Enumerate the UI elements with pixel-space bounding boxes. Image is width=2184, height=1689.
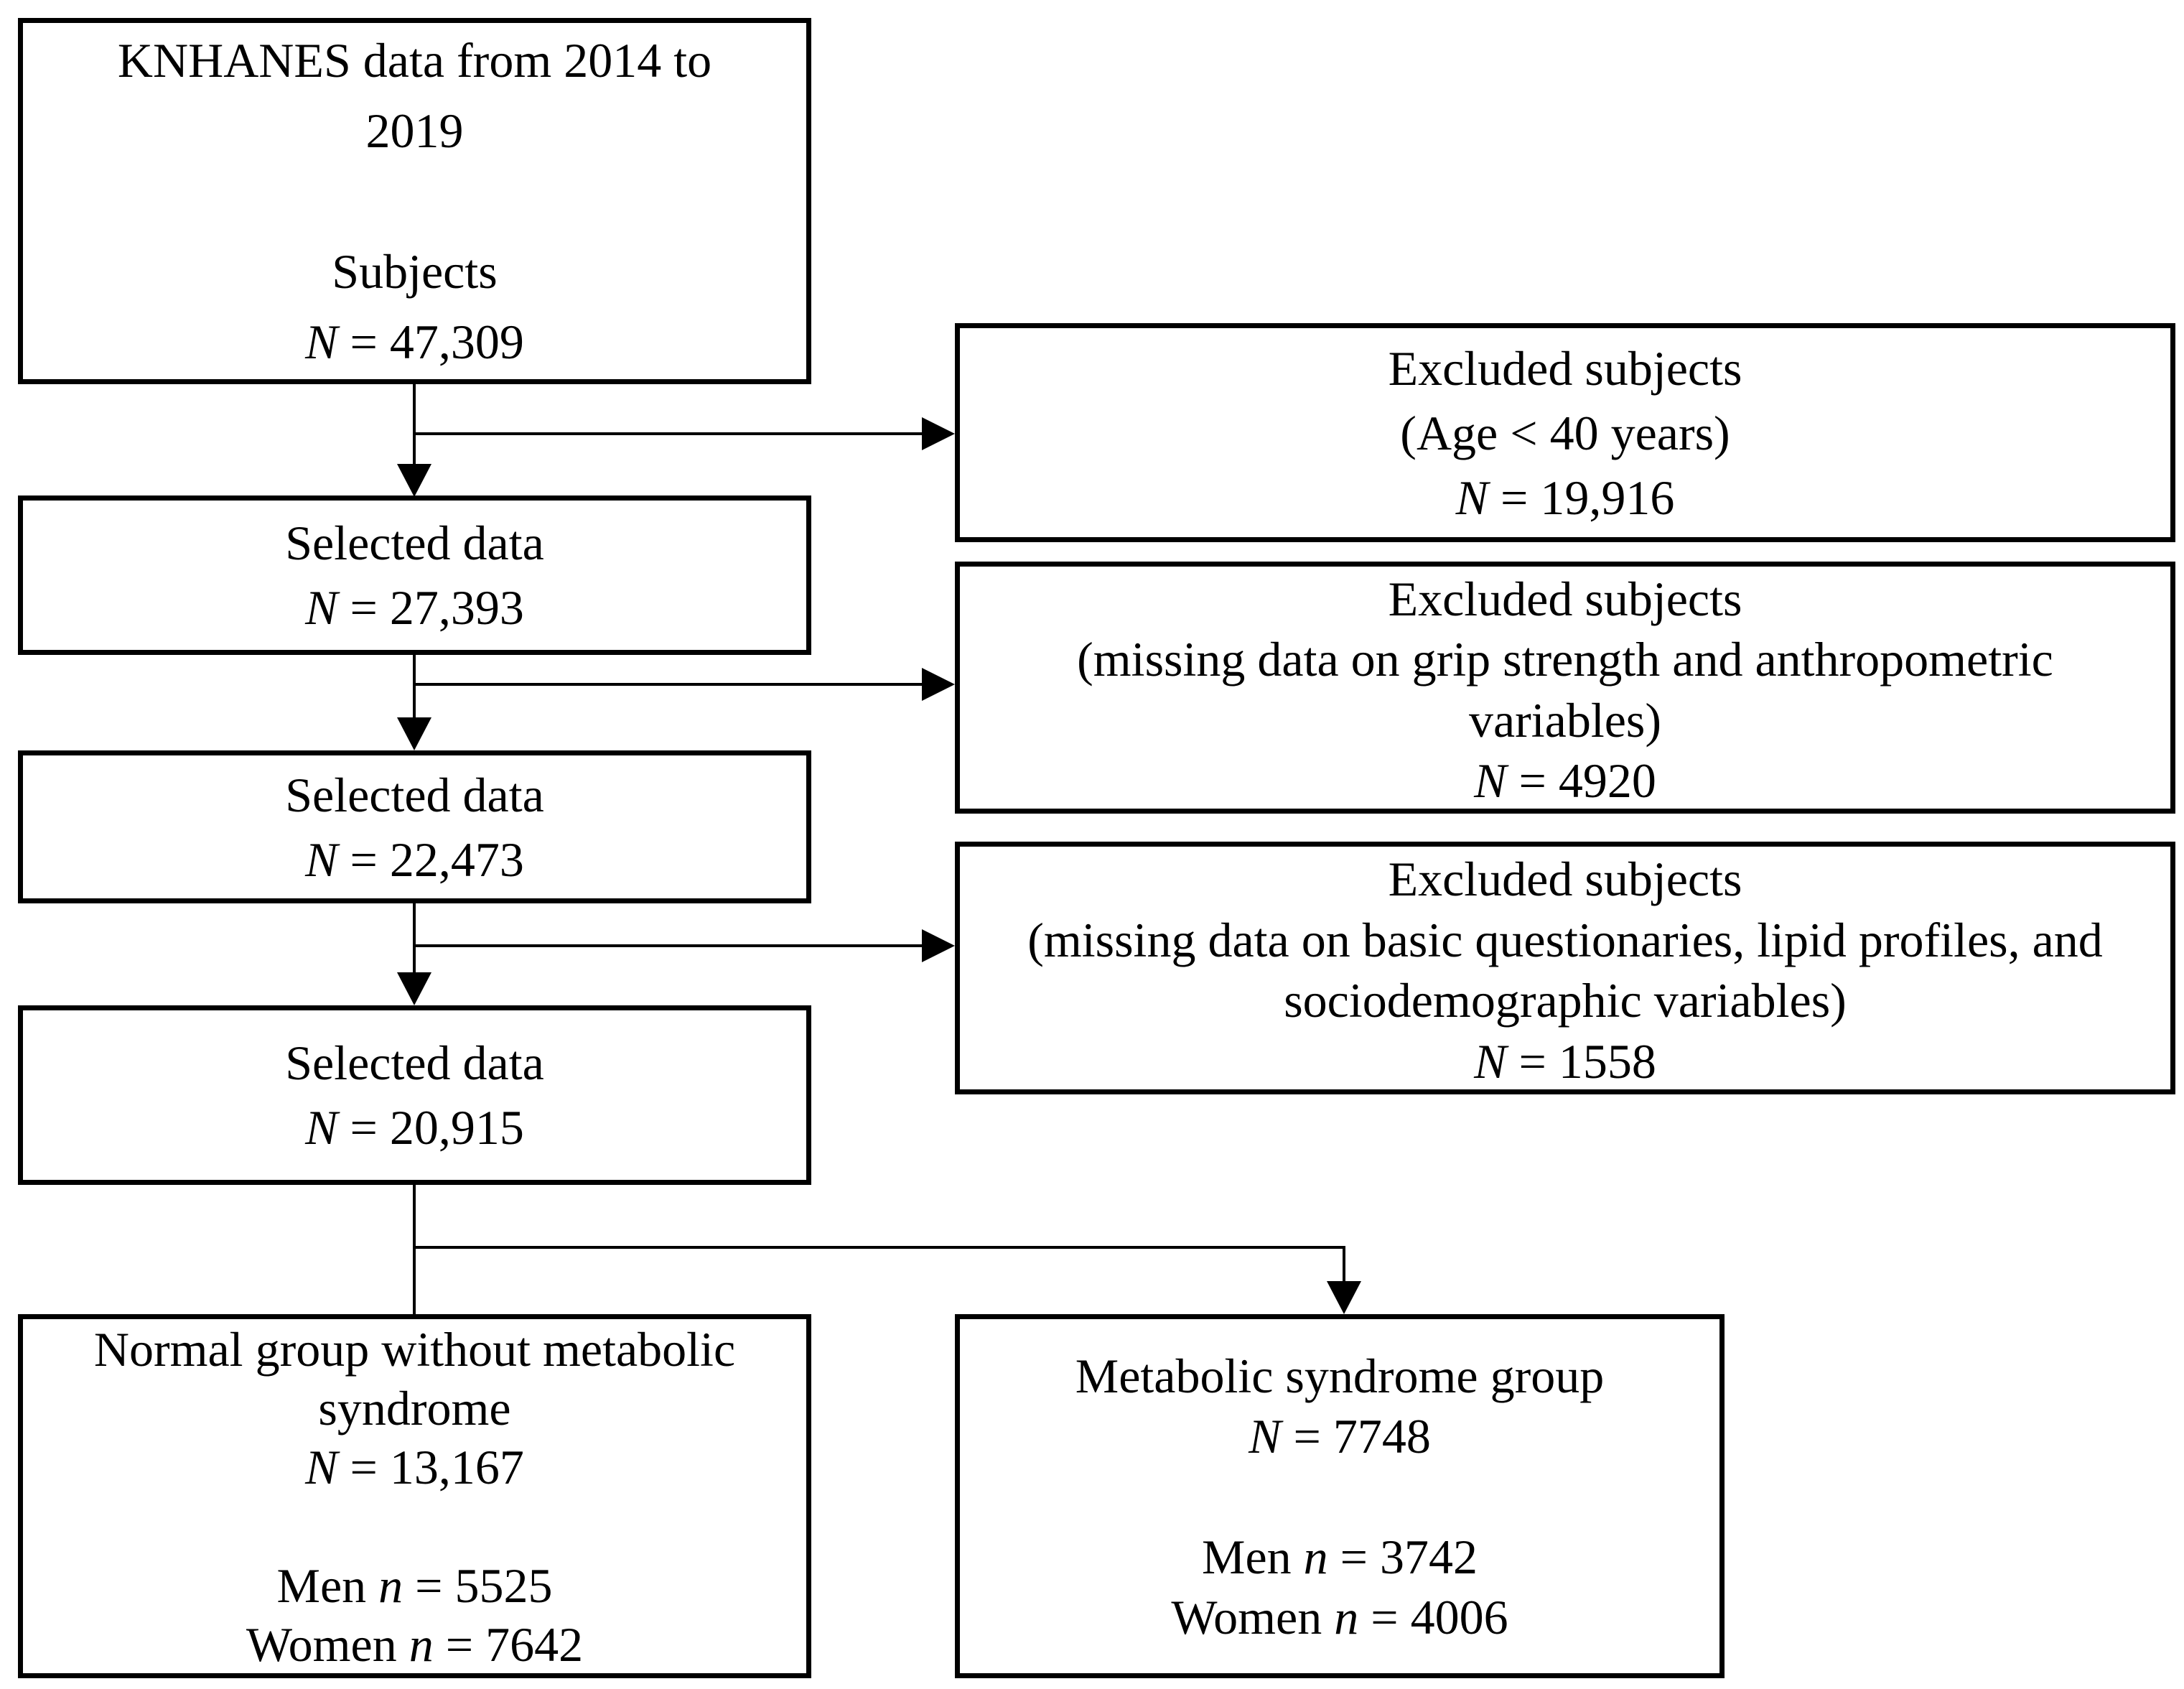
normal-group-men-line: Men n = 5525	[276, 1555, 552, 1614]
arrowhead-down-icon	[397, 464, 431, 497]
arrowhead-right-icon	[922, 668, 955, 701]
connector-selected2-to-selected3	[413, 902, 416, 974]
n-symbol: n	[1303, 1529, 1328, 1584]
n-symbol: N	[1455, 470, 1488, 525]
connector-branch-excluded-grip	[414, 683, 922, 686]
women-label: Women	[1171, 1589, 1335, 1644]
excluded-grip-n-line: N = 4920	[1474, 748, 1656, 809]
box-selected-data-3: Selected data N = 20,915	[18, 1005, 811, 1185]
mets-group-title: Metabolic syndrome group	[1075, 1348, 1605, 1403]
n-value: = 22,473	[337, 832, 524, 887]
excluded-age-n-line: N = 19,916	[1456, 465, 1675, 530]
source-title-line2: 2019	[365, 103, 464, 158]
n-value: = 7748	[1281, 1408, 1431, 1464]
arrowhead-down-icon	[397, 717, 431, 750]
box-selected-data-1: Selected data N = 27,393	[18, 495, 811, 655]
women-value: = 4006	[1358, 1589, 1508, 1644]
source-title-line1: KNHANES data from 2014 to	[117, 33, 712, 88]
n-symbol: N	[1474, 753, 1507, 808]
excluded-questionaries-reason-line2: sociodemographic variables)	[1284, 973, 1847, 1028]
n-symbol: n	[378, 1558, 403, 1613]
mets-group-women-line: Women n = 4006	[1171, 1587, 1508, 1647]
selected2-title: Selected data	[285, 767, 544, 822]
n-symbol: N	[305, 1440, 338, 1495]
women-label: Women	[246, 1616, 409, 1672]
selected3-n-line: N = 20,915	[305, 1095, 524, 1160]
arrowhead-down-icon	[397, 972, 431, 1005]
connector-branch-mets-group	[414, 1246, 1345, 1249]
n-value: = 13,167	[337, 1440, 524, 1495]
box-selected-data-2: Selected data N = 22,473	[18, 750, 811, 903]
n-value: = 4920	[1506, 753, 1656, 808]
connector-branch-excluded-age	[414, 432, 922, 435]
box-excluded-age: Excluded subjects (Age < 40 years) N = 1…	[955, 323, 2175, 542]
selected3-title: Selected data	[285, 1036, 544, 1090]
men-value: = 3742	[1327, 1529, 1478, 1584]
n-value: = 19,916	[1488, 470, 1675, 525]
men-label: Men	[1201, 1529, 1304, 1584]
box-metabolic-syndrome-group: Metabolic syndrome group N = 7748 Men n …	[955, 1314, 1725, 1678]
n-symbol: N	[305, 832, 338, 887]
men-label: Men	[276, 1558, 379, 1613]
source-n-line: N = 47,309	[305, 307, 524, 377]
selected2-n-line: N = 22,473	[305, 827, 524, 892]
n-symbol: N	[1474, 1033, 1507, 1089]
excluded-questionaries-reason-line1: (missing data on basic questionaries, li…	[1027, 912, 2103, 967]
n-symbol: n	[409, 1616, 434, 1672]
box-knhanes-source: KNHANES data from 2014 to 2019 Subjects …	[18, 18, 811, 384]
normal-group-title-line1: Normal group without metabolic	[93, 1321, 736, 1377]
box-excluded-grip: Excluded subjects (missing data on grip …	[955, 562, 2175, 814]
connector-selected3-to-normal-group	[413, 1183, 416, 1317]
connector-down-to-mets-group	[1343, 1246, 1345, 1283]
normal-group-title-line2: syndrome	[318, 1381, 511, 1436]
n-value: = 27,393	[337, 580, 524, 635]
arrowhead-down-icon	[1327, 1281, 1361, 1314]
n-symbol: N	[1249, 1408, 1282, 1464]
mets-group-men-line: Men n = 3742	[1202, 1527, 1478, 1587]
normal-group-women-line: Women n = 7642	[246, 1614, 583, 1673]
excluded-age-reason: (Age < 40 years)	[1400, 405, 1730, 460]
arrowhead-right-icon	[922, 417, 955, 450]
excluded-grip-reason-line2: variables)	[1468, 692, 1662, 748]
connector-source-to-selected1	[413, 383, 416, 465]
selected1-title: Selected data	[285, 516, 544, 570]
n-value: = 47,309	[337, 315, 524, 369]
mets-group-n-line: N = 7748	[1249, 1406, 1431, 1466]
excluded-age-title: Excluded subjects	[1388, 340, 1742, 396]
n-symbol: n	[1334, 1589, 1359, 1644]
connector-selected1-to-selected2	[413, 653, 416, 720]
excluded-questionaries-n-line: N = 1558	[1474, 1029, 1656, 1090]
men-value: = 5525	[403, 1558, 553, 1613]
source-subjects-label: Subjects	[332, 244, 498, 299]
selected1-n-line: N = 27,393	[305, 575, 524, 640]
excluded-grip-title: Excluded subjects	[1388, 572, 1742, 626]
connector-branch-excluded-questionaries	[414, 944, 922, 947]
arrowhead-right-icon	[922, 929, 955, 962]
n-symbol: N	[305, 1100, 338, 1155]
excluded-grip-reason-line1: (missing data on grip strength and anthr…	[1077, 632, 2053, 687]
n-symbol: N	[305, 580, 338, 635]
n-value: = 20,915	[337, 1100, 524, 1155]
n-value: = 1558	[1506, 1033, 1656, 1089]
box-excluded-questionaries: Excluded subjects (missing data on basic…	[955, 842, 2175, 1094]
normal-group-n-line: N = 13,167	[305, 1437, 524, 1496]
box-normal-group: Normal group without metabolic syndrome …	[18, 1314, 811, 1678]
women-value: = 7642	[433, 1616, 584, 1672]
excluded-questionaries-title: Excluded subjects	[1388, 852, 1742, 906]
n-symbol: N	[305, 315, 338, 369]
